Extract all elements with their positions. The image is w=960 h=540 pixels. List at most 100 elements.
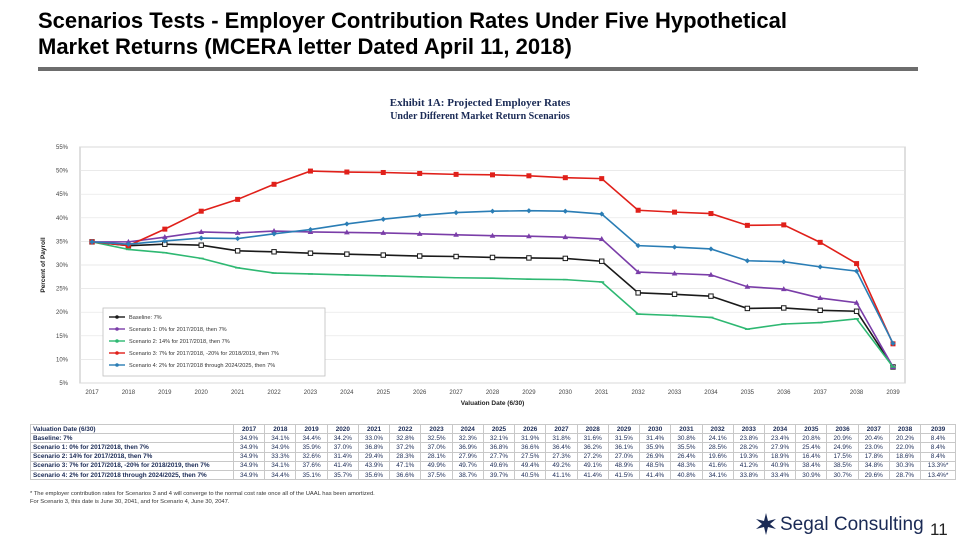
table-cell: 36.8% bbox=[357, 442, 391, 453]
data-point-baseline bbox=[744, 305, 751, 312]
x-tick-label: 2030 bbox=[559, 390, 573, 396]
chart-subtitle: Under Different Market Return Scenarios bbox=[390, 111, 570, 122]
table-cell: 37.2% bbox=[389, 442, 422, 453]
chart-title: Exhibit 1A: Projected Employer Rates bbox=[389, 97, 571, 109]
data-point-baseline bbox=[853, 308, 860, 314]
table-cell: 37.0% bbox=[420, 442, 453, 453]
data-point-baseline bbox=[380, 252, 386, 258]
table-cell: 2031 bbox=[670, 423, 703, 435]
table-cell: 24.9% bbox=[826, 442, 859, 453]
data-point-scenario1 bbox=[453, 231, 459, 237]
data-point-scenario4 bbox=[853, 268, 860, 274]
data-point-scenario1 bbox=[708, 271, 714, 277]
legend-label-scenario3: Scenario 3: 7% for 2017/2018, -20% for 2… bbox=[129, 351, 279, 357]
table-row-label: Valuation Date (6/30) bbox=[30, 423, 234, 435]
table-cell: 18.9% bbox=[763, 451, 797, 462]
table-cell: 17.5% bbox=[826, 451, 859, 462]
data-point-scenario4 bbox=[125, 241, 132, 247]
table-cell: 28.7% bbox=[888, 469, 922, 481]
y-tick-label: 35% bbox=[56, 239, 69, 245]
data-point-scenario3 bbox=[708, 211, 714, 217]
data-point-baseline bbox=[635, 290, 641, 296]
x-tick-label: 2027 bbox=[449, 390, 463, 396]
table-cell: 31.5% bbox=[607, 433, 641, 444]
table-cell: 34.4% bbox=[295, 433, 328, 444]
table-cell: 49.6% bbox=[482, 460, 516, 471]
table-cell: 26.9% bbox=[639, 451, 672, 462]
table-cell: 36.9% bbox=[451, 442, 484, 453]
table-cell: 47.1% bbox=[389, 460, 422, 471]
table-cell: 2032 bbox=[701, 423, 734, 435]
legend-marker-scenario3 bbox=[115, 351, 119, 355]
table-row-label: Scenario 2: 14% for 2017/2018, then 7% bbox=[30, 451, 234, 462]
table-cell: 36.2% bbox=[576, 442, 609, 453]
table-cell: 2036 bbox=[826, 423, 859, 435]
footnote-line2: For Scenario 3, this date is June 30, 20… bbox=[30, 499, 230, 505]
data-point-baseline bbox=[781, 305, 787, 311]
table-cell: 38.4% bbox=[795, 460, 828, 471]
table-cell: 38.5% bbox=[826, 460, 859, 471]
data-point-scenario4 bbox=[744, 258, 750, 264]
data-point-baseline bbox=[526, 255, 532, 261]
table-row: Scenario 1: 0% for 2017/2018, then 7% 34.… bbox=[30, 442, 956, 453]
data-point-scenario4 bbox=[417, 212, 423, 219]
table-cell: 2035 bbox=[795, 423, 828, 435]
x-tick-label: 2025 bbox=[377, 390, 391, 396]
title-divider bbox=[38, 67, 918, 71]
x-tick-label: 2029 bbox=[522, 390, 536, 396]
x-tick-label: 2028 bbox=[486, 390, 500, 396]
data-point-scenario4 bbox=[89, 239, 95, 245]
table-cell: 2026 bbox=[514, 423, 547, 435]
footnote-line1: * The employer contribution rates for Sc… bbox=[30, 491, 375, 497]
table-cell: 29.6% bbox=[857, 469, 890, 481]
y-axis-label: Percent of Payroll bbox=[40, 237, 47, 292]
page-number: 11 bbox=[930, 520, 948, 539]
table-cell: 13.4%* bbox=[920, 469, 956, 481]
y-tick-label: 25% bbox=[56, 287, 69, 293]
data-point-baseline bbox=[453, 253, 459, 260]
data-point-scenario3 bbox=[162, 226, 168, 232]
table-cell: 34.9% bbox=[264, 442, 297, 453]
x-tick-label: 2024 bbox=[340, 390, 354, 396]
table-cell: 2038 bbox=[888, 423, 922, 435]
table-cell: 48.9% bbox=[607, 460, 641, 471]
data-point-scenario1 bbox=[489, 232, 496, 238]
table-cell: 31.4% bbox=[326, 451, 359, 462]
table-cell: 37.0% bbox=[326, 442, 359, 453]
data-point-scenario4 bbox=[235, 235, 241, 242]
table-cell: 23.4% bbox=[763, 433, 797, 444]
table-cell: 40.5% bbox=[514, 469, 547, 481]
table-cell: 23.8% bbox=[732, 433, 765, 444]
table-cell: 8.4% bbox=[920, 433, 956, 444]
table-cell: 27.5% bbox=[514, 451, 547, 462]
table-cell: 38.7% bbox=[451, 469, 484, 481]
table-cell: 32.8% bbox=[389, 433, 422, 444]
table-cell: 2028 bbox=[576, 423, 609, 435]
data-point-scenario3 bbox=[744, 222, 750, 228]
data-point-scenario1 bbox=[125, 238, 132, 244]
data-point-scenario3 bbox=[562, 175, 568, 181]
x-tick-label: 2038 bbox=[850, 390, 864, 396]
footnote: * The employer contribution rates for Sc… bbox=[30, 490, 670, 506]
data-point-scenario3 bbox=[380, 169, 386, 175]
table-cell: 31.4% bbox=[639, 433, 672, 444]
x-axis-label: Valuation Date (6/30) bbox=[461, 400, 525, 407]
table-cell: 27.7% bbox=[482, 451, 516, 462]
data-point-baseline bbox=[198, 242, 204, 248]
table-row: Scenario 3: 7% for 2017/2018, -20% for 2… bbox=[30, 460, 956, 471]
table-cell: 28.5% bbox=[701, 442, 734, 453]
data-point-scenario3 bbox=[817, 239, 823, 245]
y-tick-label: 10% bbox=[56, 357, 69, 363]
table-row-label: Scenario 4: 2% for 2017/2018 through 202… bbox=[30, 469, 234, 481]
x-tick-label: 2035 bbox=[741, 390, 755, 396]
table-cell: 41.2% bbox=[732, 460, 765, 471]
table-row-label: Scenario 3: 7% for 2017/2018, -20% for 2… bbox=[30, 460, 234, 471]
data-point-scenario1 bbox=[744, 283, 751, 289]
table-cell: 2017 bbox=[232, 423, 266, 435]
table-cell: 2019 bbox=[295, 423, 328, 435]
table-row: Baseline: 7% 34.9% 34.1% 34.4% 34.2% 33.0% 32.… bbox=[30, 433, 956, 444]
table-cell: 48.5% bbox=[639, 460, 672, 471]
table-cell: 13.3%* bbox=[920, 460, 956, 471]
x-tick-label: 2031 bbox=[595, 390, 609, 396]
table-cell: 35.9% bbox=[295, 442, 328, 453]
